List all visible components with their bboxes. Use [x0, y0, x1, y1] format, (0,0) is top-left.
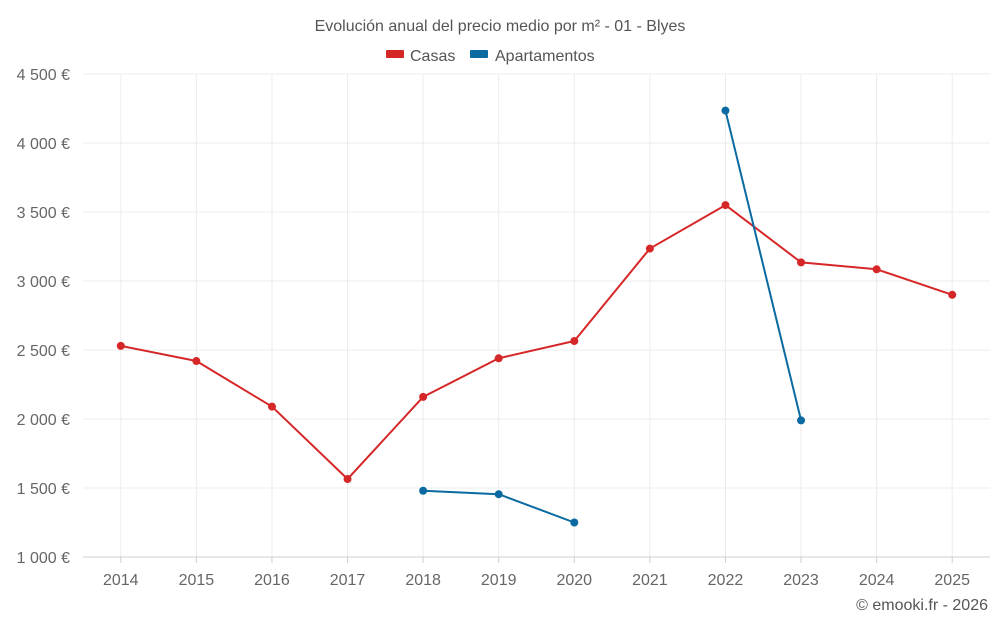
- x-tick-label: 2020: [556, 572, 592, 589]
- gridlines: [83, 73, 990, 558]
- legend-item-casas[interactable]: Casas: [386, 48, 455, 65]
- data-point-casas[interactable]: [267, 402, 276, 411]
- x-tick-label: 2016: [254, 572, 290, 589]
- x-tick-label: 2023: [783, 572, 819, 589]
- data-point-apartamentos[interactable]: [721, 106, 730, 115]
- y-tick-label: 2 000 €: [17, 412, 70, 429]
- data-point-apartamentos[interactable]: [419, 486, 428, 495]
- data-point-casas[interactable]: [419, 392, 428, 401]
- data-point-apartamentos[interactable]: [570, 518, 579, 527]
- credit-text: © emooki.fr - 2026: [856, 597, 988, 614]
- y-tick-label: 4 000 €: [17, 136, 70, 153]
- legend-label-casas: Casas: [410, 48, 455, 65]
- data-point-casas[interactable]: [116, 341, 125, 350]
- data-point-casas[interactable]: [570, 337, 579, 346]
- y-tick-label: 1 000 €: [17, 550, 70, 567]
- series-line-apartamentos: [724, 110, 803, 421]
- series: [116, 106, 957, 527]
- series-line-casas: [120, 204, 953, 481]
- y-tick-label: 1 500 €: [17, 481, 70, 498]
- data-point-casas[interactable]: [872, 265, 881, 274]
- data-point-casas[interactable]: [494, 354, 503, 363]
- data-point-casas[interactable]: [343, 475, 352, 484]
- y-tick-label: 2 500 €: [17, 343, 70, 360]
- data-point-apartamentos[interactable]: [494, 490, 503, 499]
- y-tick-label: 4 500 €: [17, 67, 70, 84]
- legend-swatch-casas: [386, 50, 404, 58]
- x-tick-label: 2017: [330, 572, 366, 589]
- legend: Casas Apartamentos: [386, 48, 595, 65]
- chart-title: Evolución anual del precio medio por m² …: [315, 18, 686, 35]
- data-point-casas[interactable]: [645, 244, 654, 253]
- axes: 1 000 € 1 500 € 2 000 € 2 500 € 3 000 € 3 500…: [17, 67, 990, 589]
- legend-label-apartamentos: Apartamentos: [495, 48, 595, 65]
- x-tick-label: 2014: [103, 572, 139, 589]
- data-point-casas[interactable]: [721, 201, 730, 210]
- y-tick-label: 3 000 €: [17, 274, 70, 291]
- legend-swatch-apartamentos: [470, 50, 488, 58]
- data-point-apartamentos[interactable]: [797, 416, 806, 425]
- data-point-casas[interactable]: [192, 357, 201, 366]
- x-tick-label: 2021: [632, 572, 668, 589]
- legend-item-apartamentos[interactable]: Apartamentos: [470, 48, 595, 65]
- x-tick-label: 2015: [179, 572, 215, 589]
- x-tick-label: 2019: [481, 572, 517, 589]
- x-tick-label: 2022: [708, 572, 744, 589]
- data-point-casas[interactable]: [948, 290, 957, 299]
- x-tick-label: 2025: [934, 572, 970, 589]
- x-tick-label: 2018: [405, 572, 441, 589]
- x-tick-label: 2024: [859, 572, 895, 589]
- data-point-casas[interactable]: [797, 258, 806, 267]
- y-tick-label: 3 500 €: [17, 205, 70, 222]
